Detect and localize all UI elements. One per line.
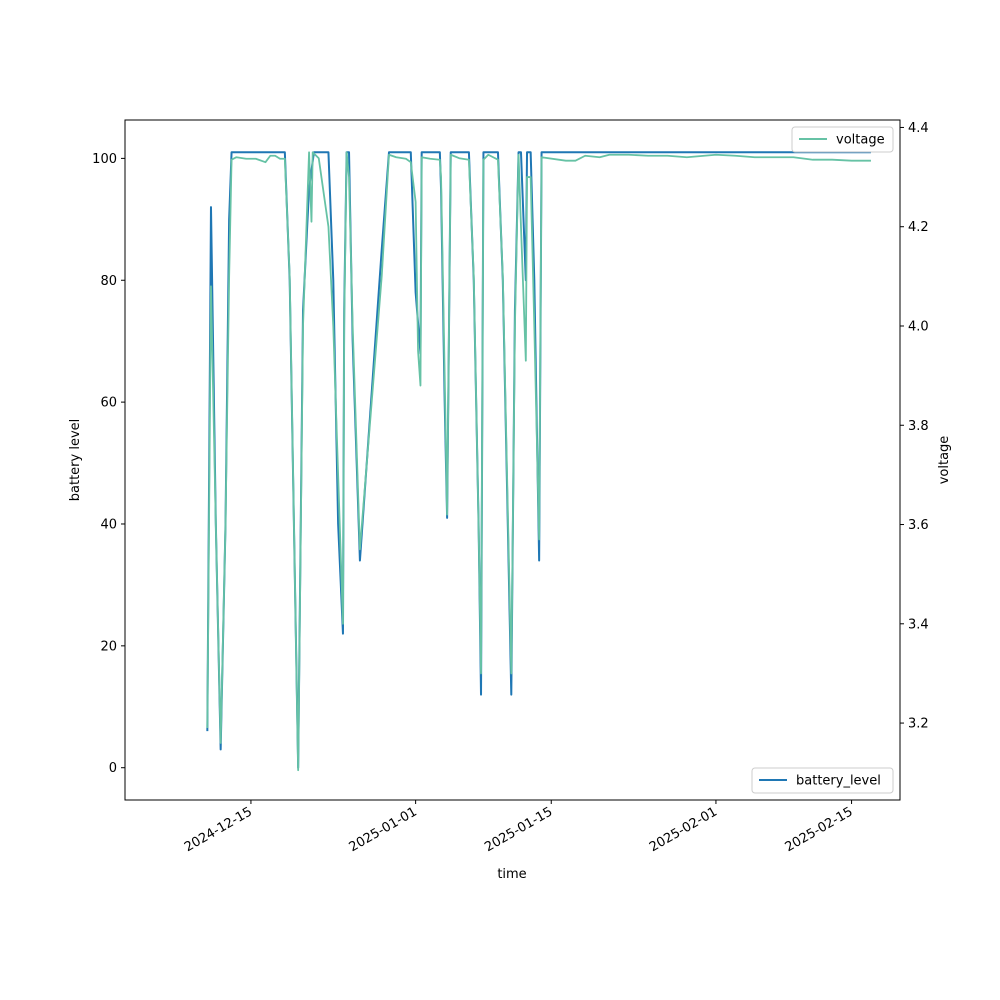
y2-tick-label: 4.2	[908, 220, 929, 235]
y-axis-right: 3.2 3.4 3.6 3.8 4.0 4.2 4.4	[900, 121, 929, 732]
legend-battery-level-box	[751, 767, 894, 794]
x-axis-label: time	[497, 867, 526, 882]
y-tick-label: 100	[92, 152, 117, 167]
y2-tick-label: 4.0	[908, 319, 929, 334]
y-axis-left: 0 20 40 60 80 100	[92, 152, 125, 776]
plot-frame	[124, 119, 901, 801]
legend-voltage: voltage	[791, 126, 894, 153]
series-layer	[206, 151, 871, 772]
y2-tick-label: 3.6	[908, 518, 929, 533]
y2-axis-label: voltage	[937, 436, 952, 485]
legend-voltage-box	[791, 126, 894, 153]
legend-battery-level: battery_level	[751, 767, 894, 794]
y-tick-label: 20	[100, 639, 117, 654]
series-line-voltage	[206, 151, 871, 772]
y-tick-label: 60	[100, 396, 117, 411]
legend-battery-level-label: battery_level	[796, 774, 881, 789]
y2-tick-label: 3.2	[908, 717, 929, 732]
y2-tick-label: 3.8	[908, 419, 929, 434]
legend-voltage-label: voltage	[836, 133, 885, 148]
y-axis-label: battery level	[68, 419, 83, 502]
y2-tick-label: 4.4	[908, 121, 929, 136]
y-tick-label: 80	[100, 274, 117, 289]
y-tick-label: 0	[109, 761, 117, 776]
y-tick-label: 40	[100, 517, 117, 532]
y2-tick-label: 3.4	[908, 617, 929, 632]
